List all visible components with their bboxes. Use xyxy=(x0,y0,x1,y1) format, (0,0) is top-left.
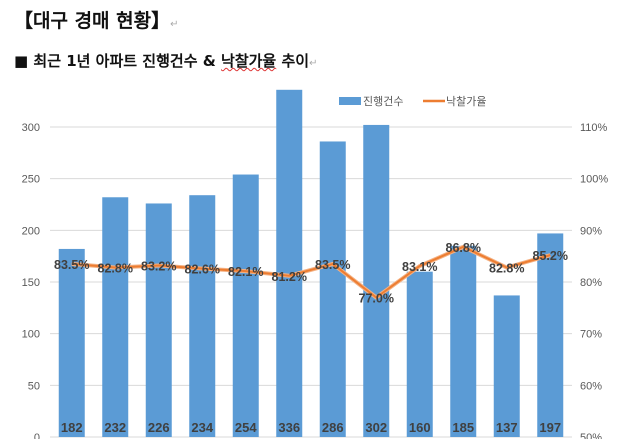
bar-data-label: 197 xyxy=(539,420,561,435)
bar-data-label: 137 xyxy=(496,420,518,435)
line-data-label: 83.5% xyxy=(315,258,350,272)
chart-subheading: ■ 최근 1년 아파트 진행건수 & 낙찰가율 추이↵ xyxy=(14,52,318,70)
document-heading: 【대구 경매 현황】↵ xyxy=(14,10,179,32)
right-axis-tick: 50% xyxy=(580,432,602,439)
line-data-label: 81.2% xyxy=(272,270,307,284)
line-data-label: 83.5% xyxy=(54,258,89,272)
line-data-label: 82.8% xyxy=(489,262,524,276)
line-data-label: 85.2% xyxy=(533,249,568,263)
bar xyxy=(276,89,303,438)
right-axis-tick: 70% xyxy=(580,329,602,341)
bar xyxy=(493,295,520,437)
bar-data-label: 234 xyxy=(191,420,213,435)
bar xyxy=(232,174,259,438)
legend-bar-swatch xyxy=(339,97,361,105)
line-data-label: 77.0% xyxy=(359,292,394,306)
left-axis-tick: 300 xyxy=(22,122,40,134)
bar xyxy=(319,141,346,437)
left-axis-tick: 100 xyxy=(22,329,40,341)
left-axis-tick: 0 xyxy=(34,432,40,439)
right-axis-tick: 100% xyxy=(580,174,608,186)
bar-data-label: 232 xyxy=(104,420,126,435)
bar-data-label: 182 xyxy=(61,420,83,435)
line-data-label: 83.2% xyxy=(141,259,176,273)
bar xyxy=(58,248,85,437)
bar-data-label: 226 xyxy=(148,420,170,435)
right-axis-tick: 110% xyxy=(580,122,608,134)
bar xyxy=(189,195,216,437)
line-data-label: 82.8% xyxy=(98,262,133,276)
bar-data-label: 336 xyxy=(278,420,300,435)
legend-label-bar: 진행건수 xyxy=(363,95,403,108)
bar-data-label: 254 xyxy=(235,420,257,435)
bar xyxy=(450,245,477,437)
left-axis-tick: 250 xyxy=(22,174,40,186)
legend-label-line: 낙찰가율 xyxy=(446,95,486,108)
left-axis-tick: 150 xyxy=(22,277,40,289)
bar-data-label: 286 xyxy=(322,420,344,435)
right-axis-tick: 60% xyxy=(580,380,602,392)
bar xyxy=(406,271,433,437)
line-data-label: 82.1% xyxy=(228,265,263,279)
spellcheck-underlined-word: 낙찰가율 xyxy=(221,52,277,70)
left-axis-tick: 50 xyxy=(28,380,40,392)
bar-data-label: 160 xyxy=(409,420,431,435)
bar-data-label: 302 xyxy=(365,420,387,435)
bar xyxy=(102,197,129,437)
bar xyxy=(145,203,172,437)
bar-data-label: 185 xyxy=(452,420,474,435)
paragraph-mark: ↵ xyxy=(309,58,318,69)
left-axis-tick: 200 xyxy=(22,225,40,237)
line-data-label: 86.8% xyxy=(446,241,481,255)
right-axis-tick: 90% xyxy=(580,225,602,237)
line-data-label: 83.1% xyxy=(402,260,437,274)
bar xyxy=(537,233,564,437)
bar xyxy=(363,124,390,437)
line-series xyxy=(71,245,551,299)
right-axis-tick: 80% xyxy=(580,277,602,289)
paragraph-mark: ↵ xyxy=(170,19,179,30)
line-data-label: 82.6% xyxy=(185,263,220,277)
